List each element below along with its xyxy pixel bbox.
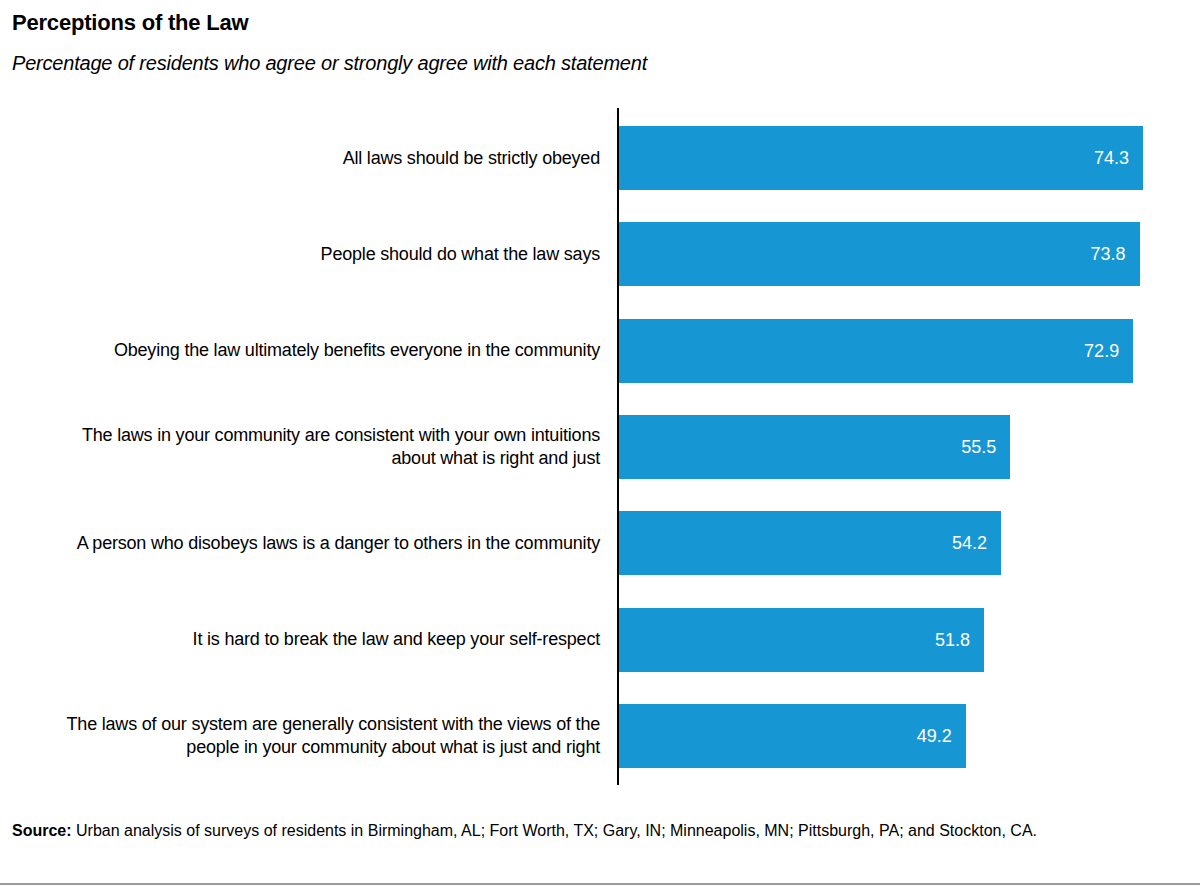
category-label: A person who disobeys laws is a danger t… xyxy=(40,532,600,555)
data-label: 55.5 xyxy=(916,437,996,457)
subtitle: Percentage of residents who agree or str… xyxy=(12,52,647,75)
source-text: Urban analysis of surveys of residents i… xyxy=(72,822,1037,839)
category-label: It is hard to break the law and keep you… xyxy=(40,628,600,651)
bar xyxy=(618,511,1001,575)
bar xyxy=(618,608,984,672)
bar xyxy=(618,704,966,768)
source-label: Source: xyxy=(12,822,72,839)
data-label: 73.8 xyxy=(1046,244,1126,264)
category-label: The laws of our system are generally con… xyxy=(40,713,600,759)
bottom-rule xyxy=(0,883,1200,885)
title: Perceptions of the Law xyxy=(12,10,248,36)
data-label: 54.2 xyxy=(907,533,987,553)
bar xyxy=(618,126,1143,190)
bar xyxy=(618,222,1140,286)
axis-line xyxy=(617,108,619,785)
data-label: 72.9 xyxy=(1039,341,1119,361)
category-label: People should do what the law says xyxy=(40,243,600,266)
category-label: The laws in your community are consisten… xyxy=(40,424,600,470)
bar xyxy=(618,319,1133,383)
data-label: 51.8 xyxy=(890,630,970,650)
source-note: Source: Urban analysis of surveys of res… xyxy=(12,818,1192,844)
bar xyxy=(618,415,1010,479)
data-label: 49.2 xyxy=(872,726,952,746)
category-label: Obeying the law ultimately benefits ever… xyxy=(40,339,600,362)
category-label: All laws should be strictly obeyed xyxy=(40,147,600,170)
data-label: 74.3 xyxy=(1049,148,1129,168)
